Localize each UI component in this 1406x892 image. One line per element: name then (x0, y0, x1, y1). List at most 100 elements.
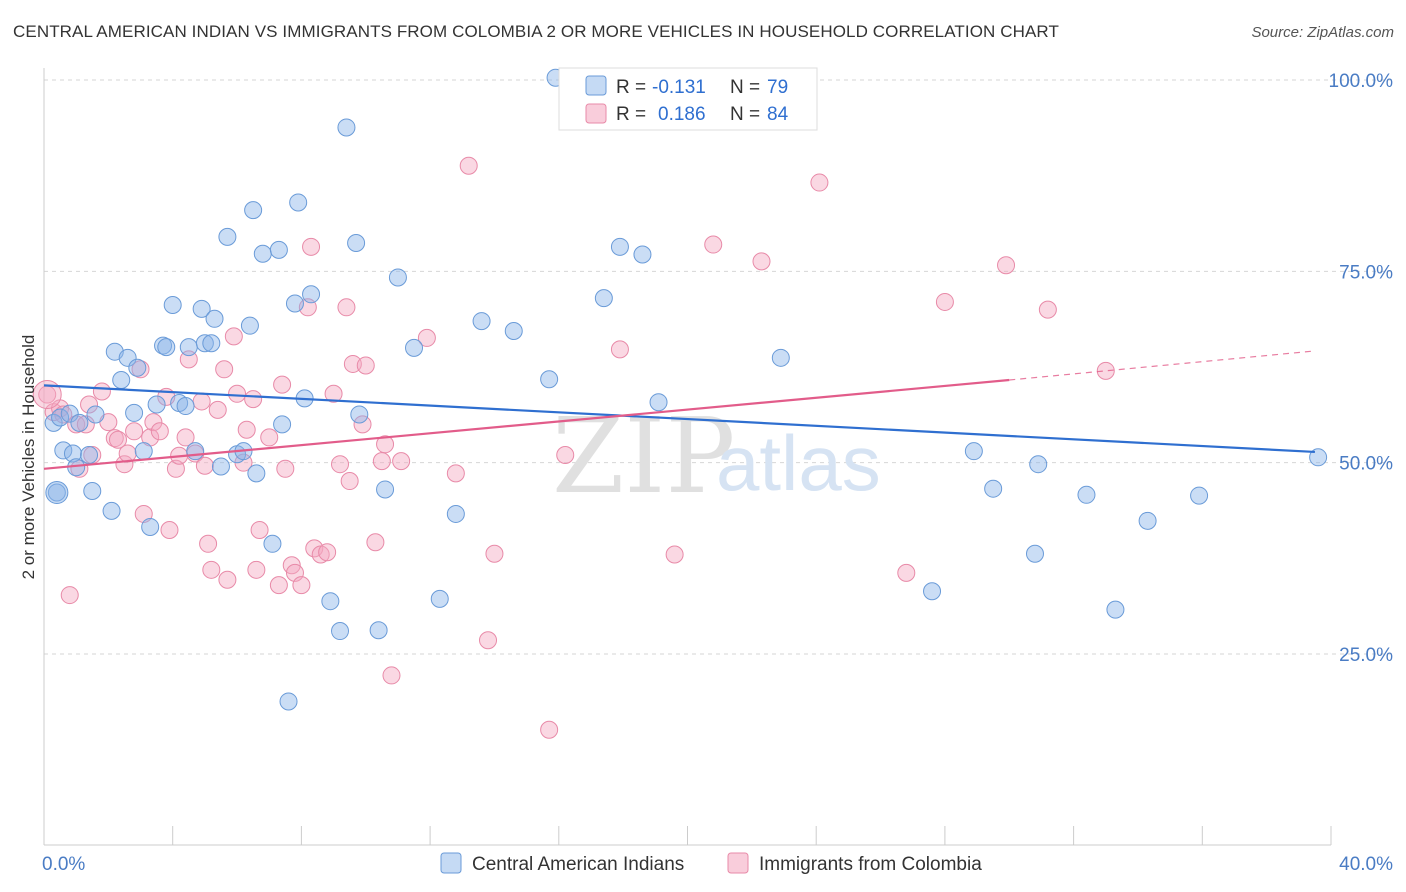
pink-point (343, 354, 362, 373)
pink-point (250, 521, 269, 540)
pink-point (356, 356, 375, 375)
pink-point (125, 422, 144, 441)
pink-point (134, 504, 153, 523)
pink-point (376, 435, 395, 454)
blue-point (1029, 455, 1048, 474)
blue-point (633, 245, 652, 264)
legend-r-value-1: -0.131 (652, 77, 706, 98)
pink-point (67, 415, 86, 434)
legend-r-value-2: 0.186 (658, 104, 706, 125)
blue-point (504, 322, 523, 341)
pink-point (897, 563, 916, 582)
pink-point (485, 544, 504, 563)
pink-point (276, 459, 295, 478)
blue-point (1138, 511, 1157, 530)
blue-point (472, 312, 491, 331)
blue-point (347, 234, 366, 253)
blue-point (70, 413, 89, 432)
blue-point (192, 299, 211, 318)
legend-n-value-2: 84 (767, 104, 789, 125)
blue-point (1025, 544, 1044, 563)
pink-point (704, 235, 723, 254)
series-name-blue: Central American Indians (472, 854, 684, 875)
blue-point (269, 240, 288, 259)
blue-point (86, 405, 105, 424)
pink-point (1038, 300, 1057, 319)
blue-point (60, 404, 79, 423)
blue-point (376, 480, 395, 499)
legend-r-label-1: R = (616, 77, 646, 98)
data-points (32, 68, 1328, 739)
blue-point (163, 296, 182, 315)
pink-point (260, 428, 279, 447)
blue-point (83, 481, 102, 500)
pink-point (479, 631, 498, 650)
legend-n-label-1: N = (730, 77, 760, 98)
chart-title: CENTRAL AMERICAN INDIAN VS IMMIGRANTS FR… (13, 22, 1059, 41)
blue-point (125, 403, 144, 422)
pink-point (556, 446, 575, 465)
pink-point (269, 576, 288, 595)
pink-trend-extension (1009, 350, 1315, 381)
blue-point (405, 338, 424, 357)
blue-point (218, 227, 237, 246)
blue-point (984, 479, 1003, 498)
pink-point (318, 543, 337, 562)
blue-point (273, 415, 292, 434)
legend-n-label-2: N = (730, 104, 760, 125)
pink-point (131, 360, 150, 379)
pink-point (935, 292, 954, 311)
pink-point (337, 298, 356, 317)
pink-point (610, 340, 629, 359)
blue-point (112, 371, 131, 390)
blue-point (771, 348, 790, 367)
pink-point (76, 415, 95, 434)
pink-point (208, 400, 227, 419)
pink-point (997, 256, 1016, 275)
pink-point (247, 560, 266, 579)
pink-point (118, 444, 137, 463)
blue-point (302, 285, 321, 304)
pink-point (324, 384, 343, 403)
blue-point (337, 118, 356, 137)
pink-point (392, 452, 411, 471)
watermark-zip-text: ZIP (552, 395, 735, 517)
blue-point (205, 309, 224, 328)
pink-point (446, 464, 465, 483)
blue-point (388, 268, 407, 287)
blue-point (240, 316, 259, 335)
x-tick-label-0: 0.0% (42, 854, 85, 875)
pink-point (160, 521, 179, 540)
pink-point (109, 430, 128, 449)
blue-point (430, 589, 449, 608)
x-tick-label-40: 40.0% (1339, 854, 1393, 875)
blue-point (540, 370, 559, 389)
blue-point (649, 393, 668, 412)
axes (43, 68, 1332, 846)
source-credit: Source: ZipAtlas.com (1251, 24, 1394, 41)
pink-point (228, 384, 247, 403)
pink-point (80, 395, 99, 414)
blue-point (128, 358, 147, 377)
blue-point (141, 517, 160, 536)
y-tick-label-75: 75.0% (1339, 262, 1393, 283)
blue-point (923, 582, 942, 601)
pink-point (202, 560, 221, 579)
blue-point (369, 621, 388, 640)
pink-point (179, 350, 198, 369)
blue-point (54, 441, 73, 460)
blue-point (1190, 486, 1209, 505)
pink-point (331, 455, 350, 474)
pink-point (340, 472, 359, 491)
blue-point (253, 244, 272, 263)
pink-point (1096, 361, 1115, 380)
blue-point (147, 395, 166, 414)
blue-point (446, 504, 465, 523)
series-swatch-pink (727, 852, 749, 874)
pink-point (218, 570, 237, 589)
blue-point (211, 457, 230, 476)
pink-point (150, 422, 169, 441)
blue-point (186, 442, 205, 461)
legend-r-label-2: R = (616, 104, 646, 125)
